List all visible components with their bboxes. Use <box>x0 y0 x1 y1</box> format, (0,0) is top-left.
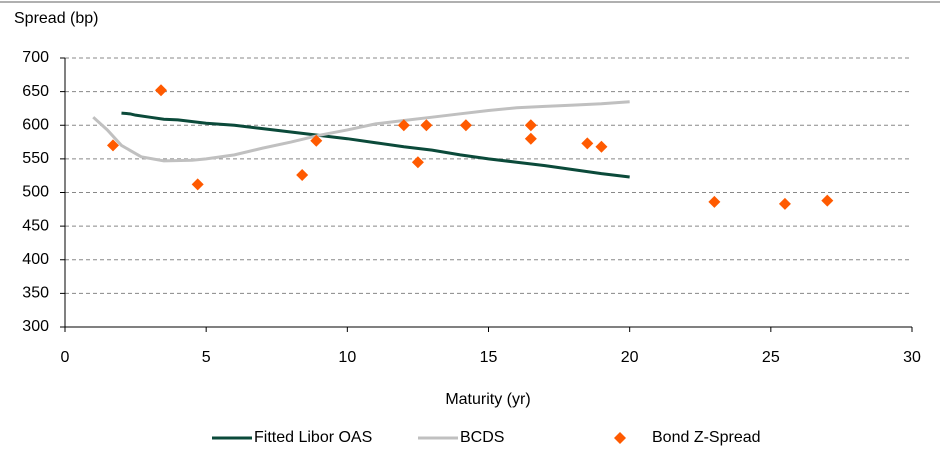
y-tick-label: 450 <box>22 217 49 234</box>
scatter-point <box>708 195 721 208</box>
scatter-point <box>106 139 119 152</box>
scatter-point <box>420 119 433 132</box>
scatter-point <box>397 119 410 132</box>
scatter-point <box>581 137 594 150</box>
y-tick-label: 500 <box>22 184 49 201</box>
x-tick-label: 0 <box>61 349 70 366</box>
scatter-point <box>296 169 309 182</box>
series-line <box>92 100 630 163</box>
series-line <box>121 111 630 179</box>
x-tick-label: 25 <box>762 349 780 366</box>
y-tick-label: 650 <box>22 83 49 100</box>
x-axis-label: Maturity (yr) <box>445 391 530 408</box>
legend-label: Bond Z-Spread <box>652 429 761 446</box>
legend-marker <box>614 432 626 444</box>
scatter-point <box>459 119 472 132</box>
y-tick-label: 700 <box>22 49 49 66</box>
x-tick-label: 10 <box>338 349 356 366</box>
scatter-point <box>524 132 537 145</box>
scatter-point <box>411 156 424 169</box>
y-tick-label: 550 <box>22 150 49 167</box>
x-tick-label: 20 <box>621 349 639 366</box>
scatter-point <box>524 119 537 132</box>
y-axis-label: Spread (bp) <box>14 10 99 27</box>
scatter-point <box>595 140 608 153</box>
x-tick-label: 30 <box>903 349 921 366</box>
y-tick-label: 350 <box>22 285 49 302</box>
scatter-point <box>778 197 791 210</box>
legend-label: BCDS <box>460 429 504 446</box>
x-tick-label: 15 <box>480 349 498 366</box>
scatter-point <box>821 194 834 207</box>
y-tick-label: 600 <box>22 116 49 133</box>
scatter-point <box>154 84 167 97</box>
scatter-point <box>310 134 323 147</box>
scatter-point <box>191 178 204 191</box>
y-tick-label: 300 <box>22 318 49 335</box>
y-tick-label: 400 <box>22 251 49 268</box>
x-tick-label: 5 <box>202 349 211 366</box>
legend-label: Fitted Libor OAS <box>254 429 372 446</box>
